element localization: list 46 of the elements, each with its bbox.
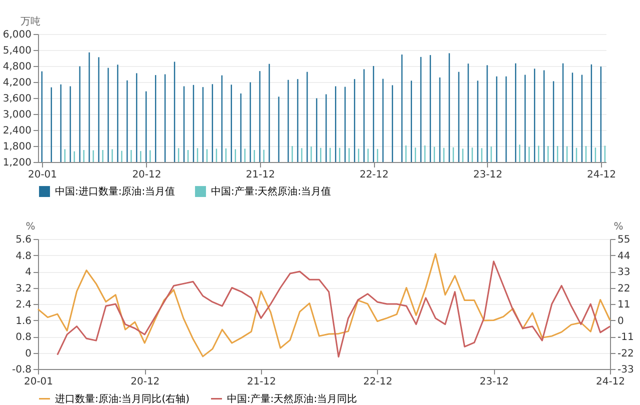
y-tick-label: 2,400 [2, 126, 32, 136]
y-tick-label: 3,000 [2, 110, 32, 120]
legend-label: 中国:进口数量:原油:当月值 [55, 186, 176, 198]
y-tick-label: 2.4 [16, 300, 32, 310]
y-tick-label: 6,000 [2, 30, 32, 40]
y2-tick-label: -11 [618, 332, 634, 343]
y-axis-title: 万吨 [20, 16, 40, 28]
x-tick-label: 20-01 [24, 376, 54, 388]
x-tick-label: 24-12 [586, 170, 616, 180]
y2-axis-title: % [614, 222, 624, 232]
legend-label: 进口数量:原油:当月同比(右轴) [55, 392, 190, 405]
y-tick-label: 3,600 [2, 94, 32, 104]
x-tick-label: 23-12 [480, 376, 509, 388]
y-tick-label: 1,800 [2, 142, 32, 152]
y2-tick-label: 33 [618, 267, 630, 278]
y-tick-label: -0.8 [12, 364, 32, 376]
x-tick-label: 20-12 [132, 170, 162, 180]
x-tick-label: 20-12 [130, 376, 160, 388]
y2-tick-label: 55 [618, 234, 630, 246]
y-tick-label: 3.2 [16, 283, 32, 294]
y-tick-label: 1.6 [16, 316, 32, 327]
y-tick-label: 4,800 [2, 62, 32, 72]
legend-label: 中国:产量:天然原油:当月同比 [227, 392, 358, 405]
y-tick-label: 4,200 [2, 78, 32, 88]
y-tick-label: 4.8 [16, 250, 32, 262]
y2-tick-label: 44 [618, 250, 630, 262]
y2-tick-label: 0 [618, 316, 624, 327]
y2-tick-label: -33 [618, 364, 634, 376]
y-tick-label: 0 [25, 348, 32, 360]
y2-tick-label: 11 [618, 300, 630, 310]
x-tick-label: 24-12 [596, 376, 626, 388]
y2-tick-label: 22 [618, 283, 630, 294]
x-tick-label: 20-01 [28, 170, 58, 180]
x-tick-label: 23-12 [473, 170, 502, 180]
x-tick-label: 21-12 [246, 376, 276, 388]
y-tick-label: 1,200 [2, 158, 32, 168]
y-axis-title: % [26, 222, 36, 232]
legend-label: 中国:产量:天然原油:当月值 [211, 186, 332, 198]
x-tick-label: 22-12 [363, 376, 392, 388]
x-tick-label: 22-12 [360, 170, 389, 180]
y-tick-label: 5,400 [2, 46, 32, 56]
y2-tick-label: -22 [618, 348, 634, 360]
y-tick-label: 4 [25, 267, 32, 278]
y-tick-label: 5.6 [16, 234, 32, 246]
x-tick-label: 21-12 [246, 170, 275, 180]
y-tick-label: 0.8 [16, 332, 32, 343]
